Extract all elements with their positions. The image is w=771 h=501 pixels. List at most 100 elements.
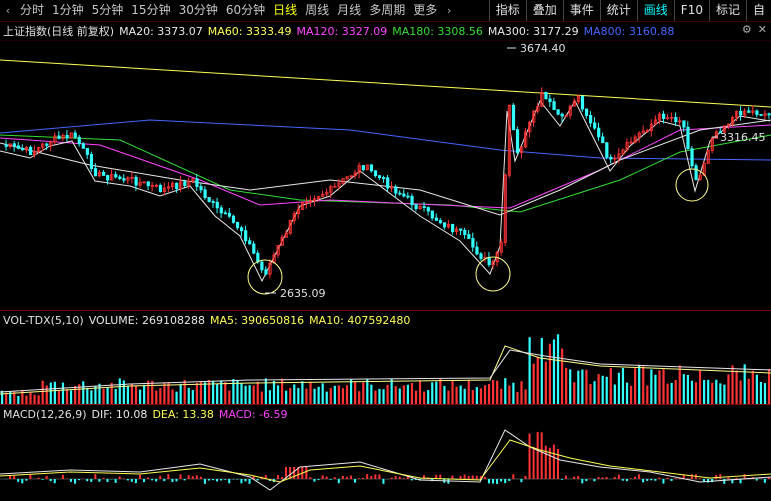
- candle-body: [609, 156, 613, 160]
- candle-body: [686, 126, 690, 150]
- candle-body: [613, 157, 617, 160]
- volume-indicator-name[interactable]: VOL-TDX(5,10): [3, 313, 84, 327]
- volume-bar: [504, 378, 507, 404]
- candle-body: [4, 144, 8, 147]
- macd-bar: [126, 479, 129, 481]
- candle-body: [556, 109, 560, 115]
- period-tab[interactable]: 分时: [20, 3, 45, 17]
- candle-body: [593, 122, 597, 129]
- macd-bar: [642, 479, 645, 483]
- volume-bar: [285, 390, 288, 404]
- tool-tab[interactable]: 统计: [599, 0, 637, 21]
- period-tab[interactable]: 60分钟: [225, 3, 266, 17]
- volume-bar: [666, 383, 669, 404]
- period-tab[interactable]: 1分钟: [52, 3, 84, 17]
- candle-body: [12, 143, 16, 147]
- macd-bar: [134, 479, 137, 484]
- chevron-right-icon[interactable]: ›: [447, 4, 452, 17]
- volume-bar: [45, 385, 48, 404]
- volume-bar: [731, 365, 734, 404]
- tool-tab[interactable]: 画线: [636, 0, 674, 21]
- ma300-line: [0, 119, 771, 216]
- tool-tab[interactable]: 叠加: [525, 0, 563, 21]
- volume-bar: [240, 383, 243, 404]
- macd-legend: MACD(12,26,9) DIF: 10.08 DEA: 13.38 MACD: …: [0, 406, 298, 422]
- tool-tab[interactable]: 事件: [562, 0, 600, 21]
- macd-bar: [147, 477, 150, 479]
- gear-icon[interactable]: ⚙: [741, 23, 752, 36]
- volume-bar: [207, 380, 211, 404]
- macd-bar: [698, 478, 701, 479]
- volume-bar: [698, 370, 702, 404]
- tool-tab[interactable]: 指标: [488, 0, 526, 21]
- period-tab[interactable]: 多周期: [369, 3, 406, 17]
- tool-tab[interactable]: 标记: [708, 0, 746, 21]
- candlestick-chart[interactable]: 3674.40 2635.09 3316.45: [0, 40, 771, 310]
- period-tab[interactable]: 5分钟: [91, 3, 124, 17]
- candle-body: [162, 187, 167, 193]
- candle-body: [739, 110, 743, 116]
- volume-bar: [37, 395, 40, 404]
- candle-body: [93, 168, 98, 177]
- macd-bar: [203, 479, 206, 484]
- panel-divider: [0, 310, 771, 311]
- macd-bar: [686, 478, 689, 479]
- macd-bar: [565, 475, 568, 479]
- macd-indicator-name[interactable]: MACD(12,26,9): [3, 407, 87, 421]
- macd-chart[interactable]: [0, 422, 771, 501]
- volume-bar: [122, 380, 125, 404]
- volume-legend: VOL-TDX(5,10) VOLUME: 269108288 MA5: 3906…: [0, 312, 420, 328]
- volume-chart[interactable]: [0, 328, 771, 404]
- volume-bar: [690, 380, 694, 404]
- chevron-left-icon[interactable]: ‹: [5, 4, 11, 17]
- volume-bar: [175, 391, 178, 404]
- volume-bar: [492, 380, 495, 404]
- macd-bar: [479, 475, 482, 479]
- volume-bar: [609, 368, 612, 404]
- volume-bar: [763, 383, 767, 404]
- volume-bar: [565, 367, 568, 404]
- candle-body: [621, 149, 625, 155]
- period-tab[interactable]: 30分钟: [178, 3, 218, 17]
- candle-body: [625, 142, 629, 151]
- candle-body: [248, 240, 252, 245]
- macd-bar: [329, 479, 332, 480]
- candle-body: [329, 186, 333, 193]
- candle-body: [426, 207, 430, 212]
- candle-body: [487, 256, 491, 265]
- volume-bar: [451, 379, 454, 404]
- candle-body: [284, 232, 288, 238]
- macd-bar: [195, 475, 198, 479]
- candle-body: [69, 132, 73, 139]
- tool-tab[interactable]: 自: [745, 0, 771, 21]
- close-icon[interactable]: ✕: [757, 23, 767, 36]
- volume-bar: [203, 382, 207, 404]
- candle-body: [179, 181, 183, 189]
- volume-bar: [715, 379, 718, 404]
- candle-body: [349, 175, 353, 178]
- period-tab[interactable]: 月线: [337, 3, 362, 17]
- candle-body: [759, 114, 763, 116]
- candle-body: [751, 110, 755, 113]
- macd-bar: [179, 474, 182, 479]
- macd-bar: [589, 478, 592, 479]
- macd-bar: [236, 479, 239, 480]
- candle-body: [560, 113, 564, 117]
- macd-bar: [25, 479, 28, 481]
- macd-bar: [719, 474, 722, 479]
- volume-bar: [617, 372, 620, 404]
- period-tab[interactable]: 更多: [413, 3, 438, 17]
- volume-bar: [289, 387, 292, 404]
- macd-bar: [483, 476, 486, 479]
- period-tab[interactable]: 日线: [273, 3, 298, 17]
- period-tab[interactable]: 15分钟: [131, 3, 171, 17]
- macd-bar: [256, 479, 259, 481]
- volume-bar: [642, 366, 645, 404]
- tool-tab[interactable]: F10: [673, 0, 709, 21]
- price-annotation: 3674.40: [520, 42, 566, 55]
- volume-bar: [569, 369, 572, 404]
- period-tab[interactable]: 周线: [305, 3, 330, 17]
- macd-bar: [682, 475, 685, 479]
- macd-bar: [102, 478, 105, 479]
- volume-bar: [130, 383, 134, 404]
